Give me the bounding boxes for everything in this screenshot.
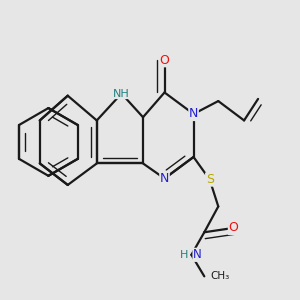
Text: CH₃: CH₃ [211, 271, 230, 281]
Text: N: N [160, 172, 169, 185]
Text: N: N [193, 248, 202, 261]
Text: NH: NH [113, 88, 130, 98]
Text: O: O [160, 54, 170, 67]
Text: O: O [228, 221, 238, 235]
Text: N: N [189, 107, 198, 121]
Text: H: H [180, 250, 188, 260]
Text: S: S [206, 173, 214, 186]
